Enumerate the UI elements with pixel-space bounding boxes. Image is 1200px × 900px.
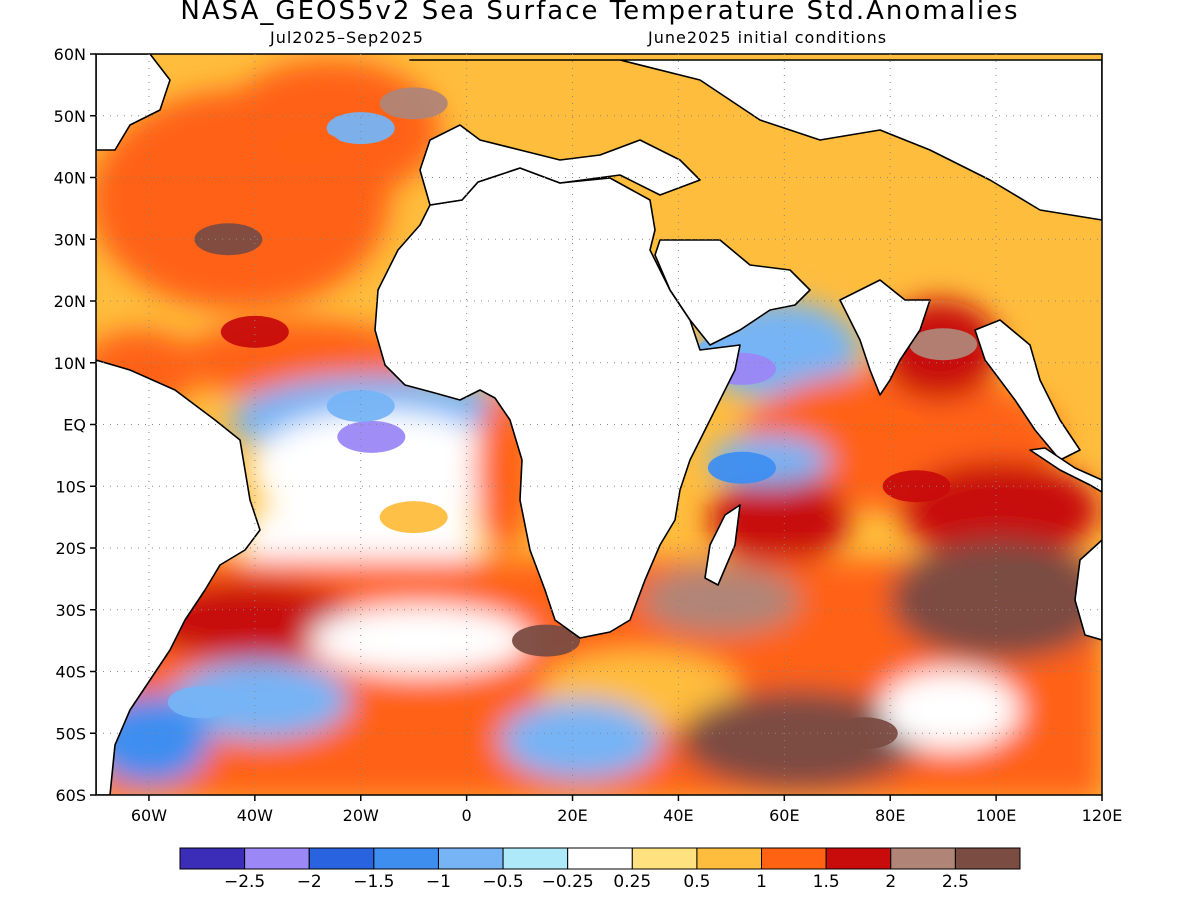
- lat-label: 60S: [55, 786, 86, 805]
- anomaly-patch: [326, 112, 395, 145]
- lon-label: 20E: [557, 806, 587, 825]
- colorbar-label: 1.5: [813, 872, 840, 892]
- colorbar-swatch: [954, 847, 1021, 870]
- sumatra-landmass: [1029, 447, 1102, 493]
- anomaly-patch: [512, 624, 581, 657]
- madagascar-landmass: [704, 504, 741, 586]
- south-america-landmass: [96, 359, 261, 795]
- colorbar-label: −1: [426, 872, 451, 892]
- lat-label: 40S: [55, 663, 86, 682]
- colorbar-swatch: [179, 847, 246, 870]
- lon-label: 60W: [131, 806, 167, 825]
- colorbar-label: 1: [756, 872, 767, 892]
- colorbar-swatch: [502, 847, 569, 870]
- anomaly-patch: [379, 87, 448, 120]
- colorbar-label: −0.25: [542, 872, 594, 892]
- anomaly-patch: [220, 315, 289, 348]
- lat-label: 10N: [54, 354, 86, 373]
- lat-label: 10S: [55, 477, 86, 496]
- anomaly-patch: [988, 562, 1057, 595]
- colorbar-label: −2.5: [224, 872, 265, 892]
- lon-label: 0: [462, 806, 472, 825]
- ocean-field: [96, 54, 1102, 795]
- colorbar-swatch: [890, 847, 956, 870]
- anomaly-patch: [273, 130, 342, 163]
- lon-label: 40E: [663, 806, 693, 825]
- anomaly-patch: [882, 470, 951, 503]
- colorbar-swatch: [567, 847, 633, 870]
- colorbar-label: −1.5: [353, 872, 394, 892]
- lat-label: EQ: [63, 416, 86, 435]
- anomaly-patch: [337, 420, 406, 453]
- lat-label: 30S: [55, 601, 86, 620]
- india-landmass: [839, 279, 931, 396]
- colorbar-swatch: [244, 847, 310, 870]
- colorbar-label: −0.5: [482, 872, 523, 892]
- australia-landmass: [1074, 539, 1102, 641]
- colorbar-label: 2: [885, 872, 896, 892]
- colorbar-label: 0.5: [683, 872, 710, 892]
- lon-label: 20W: [343, 806, 379, 825]
- lat-label: 20N: [54, 292, 86, 311]
- colorbar: −2.5 −2 −1.5 −1 −0.5 −0.25 0.25 0.5 1 1.5 2 2.5: [179, 847, 1021, 892]
- lon-label: 120E: [1082, 806, 1123, 825]
- colorbar-swatch: [437, 847, 504, 870]
- colorbar-swatch: [761, 847, 827, 870]
- lat-label: 30N: [54, 230, 86, 249]
- initial-conditions: June2025 initial conditions: [648, 28, 888, 47]
- anomaly-patch: [707, 451, 776, 484]
- lat-label: 40N: [54, 169, 86, 188]
- map-title: NASA_GEOS5v2 Sea Surface Temperature Std…: [180, 0, 1020, 26]
- north-america-landmass: [96, 54, 171, 151]
- colorbar-swatch: [373, 847, 439, 870]
- lat-label: 20S: [55, 539, 86, 558]
- colorbar-swatch: [631, 847, 698, 870]
- southeast-asia-landmass: [974, 319, 1081, 461]
- anomaly-patch: [379, 501, 448, 534]
- lon-label: 80E: [875, 806, 905, 825]
- lon-label: 100E: [976, 806, 1017, 825]
- colorbar-swatch: [825, 847, 892, 870]
- colorbar-label: 2.5: [942, 872, 969, 892]
- colorbar-swatch: [696, 847, 763, 870]
- lat-label: 50S: [55, 724, 86, 743]
- anomaly-patch: [856, 408, 925, 441]
- lon-label: 60E: [769, 806, 799, 825]
- anomaly-patch: [167, 686, 236, 719]
- lat-label: 60N: [54, 45, 86, 64]
- anomaly-patch: [194, 223, 263, 256]
- forecast-period: Jul2025–Sep2025: [270, 28, 424, 47]
- europe-landmass: [409, 59, 1102, 221]
- anomaly-patch: [909, 328, 978, 361]
- lat-label: 50N: [54, 107, 86, 126]
- lon-label: 40W: [237, 806, 273, 825]
- anomaly-patch: [326, 389, 395, 422]
- anomaly-patch: [829, 717, 898, 750]
- arabia-landmass: [654, 239, 811, 346]
- colorbar-label: 0.25: [613, 872, 651, 892]
- colorbar-label: −2: [297, 872, 322, 892]
- colorbar-swatch: [308, 847, 375, 870]
